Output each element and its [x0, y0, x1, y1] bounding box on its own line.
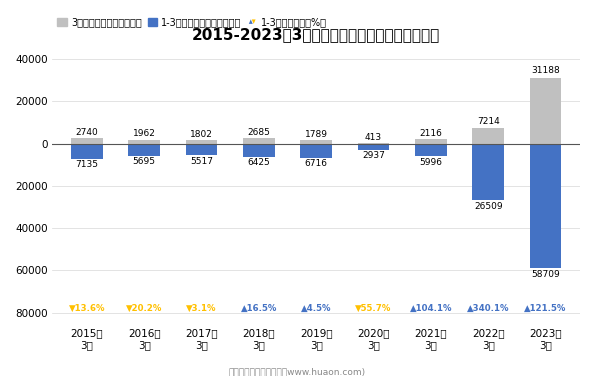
Text: ▼20.2%: ▼20.2% — [126, 304, 162, 313]
Text: ▼55.7%: ▼55.7% — [355, 304, 392, 313]
Title: 2015-2023年3月天津泰达综合保税区进出口总额: 2015-2023年3月天津泰达综合保税区进出口总额 — [192, 27, 440, 42]
Text: 1802: 1802 — [190, 130, 213, 139]
Text: 1789: 1789 — [305, 130, 328, 139]
Text: 5517: 5517 — [190, 156, 213, 165]
Text: 1962: 1962 — [133, 129, 156, 138]
Bar — [415, 139, 447, 144]
Text: 2740: 2740 — [76, 127, 98, 136]
Text: 413: 413 — [365, 132, 382, 141]
Text: 26509: 26509 — [474, 202, 503, 211]
Text: ▼3.1%: ▼3.1% — [186, 304, 217, 313]
Bar — [530, 78, 561, 144]
Text: 2116: 2116 — [419, 129, 442, 138]
Text: 6716: 6716 — [305, 159, 328, 168]
Text: ▲104.1%: ▲104.1% — [410, 304, 452, 313]
Bar — [71, 138, 103, 144]
Text: 7214: 7214 — [477, 117, 500, 126]
Bar — [472, 144, 504, 200]
Text: ▼13.6%: ▼13.6% — [68, 304, 105, 313]
Text: 制图：华经产业研究院（www.huaon.com): 制图：华经产业研究院（www.huaon.com) — [229, 367, 366, 376]
Text: 6425: 6425 — [248, 159, 270, 167]
Text: 58709: 58709 — [531, 270, 560, 279]
Bar — [186, 140, 217, 144]
Text: ▲340.1%: ▲340.1% — [467, 304, 509, 313]
Bar — [530, 144, 561, 268]
Bar — [358, 143, 389, 144]
Text: ▲4.5%: ▲4.5% — [301, 304, 331, 313]
Bar — [472, 128, 504, 144]
Legend: 3月进出口总额（万美元）, 1-3月进出口总额（万美元）, 1-3月同比增速（%）: 3月进出口总额（万美元）, 1-3月进出口总额（万美元）, 1-3月同比增速（%… — [57, 17, 327, 27]
Bar — [243, 144, 275, 157]
Bar — [129, 139, 160, 144]
Text: ▲16.5%: ▲16.5% — [241, 304, 277, 313]
Bar — [415, 144, 447, 156]
Text: 31188: 31188 — [531, 66, 560, 75]
Text: 2685: 2685 — [248, 128, 270, 137]
Bar — [300, 140, 332, 144]
Text: 5695: 5695 — [133, 157, 156, 166]
Bar — [71, 144, 103, 159]
Bar — [358, 144, 389, 150]
Bar — [129, 144, 160, 156]
Text: 2937: 2937 — [362, 151, 385, 160]
Text: 7135: 7135 — [76, 160, 98, 169]
Text: ▲121.5%: ▲121.5% — [524, 304, 567, 313]
Bar — [300, 144, 332, 158]
Bar — [243, 138, 275, 144]
Text: 5996: 5996 — [419, 158, 443, 167]
Bar — [186, 144, 217, 155]
